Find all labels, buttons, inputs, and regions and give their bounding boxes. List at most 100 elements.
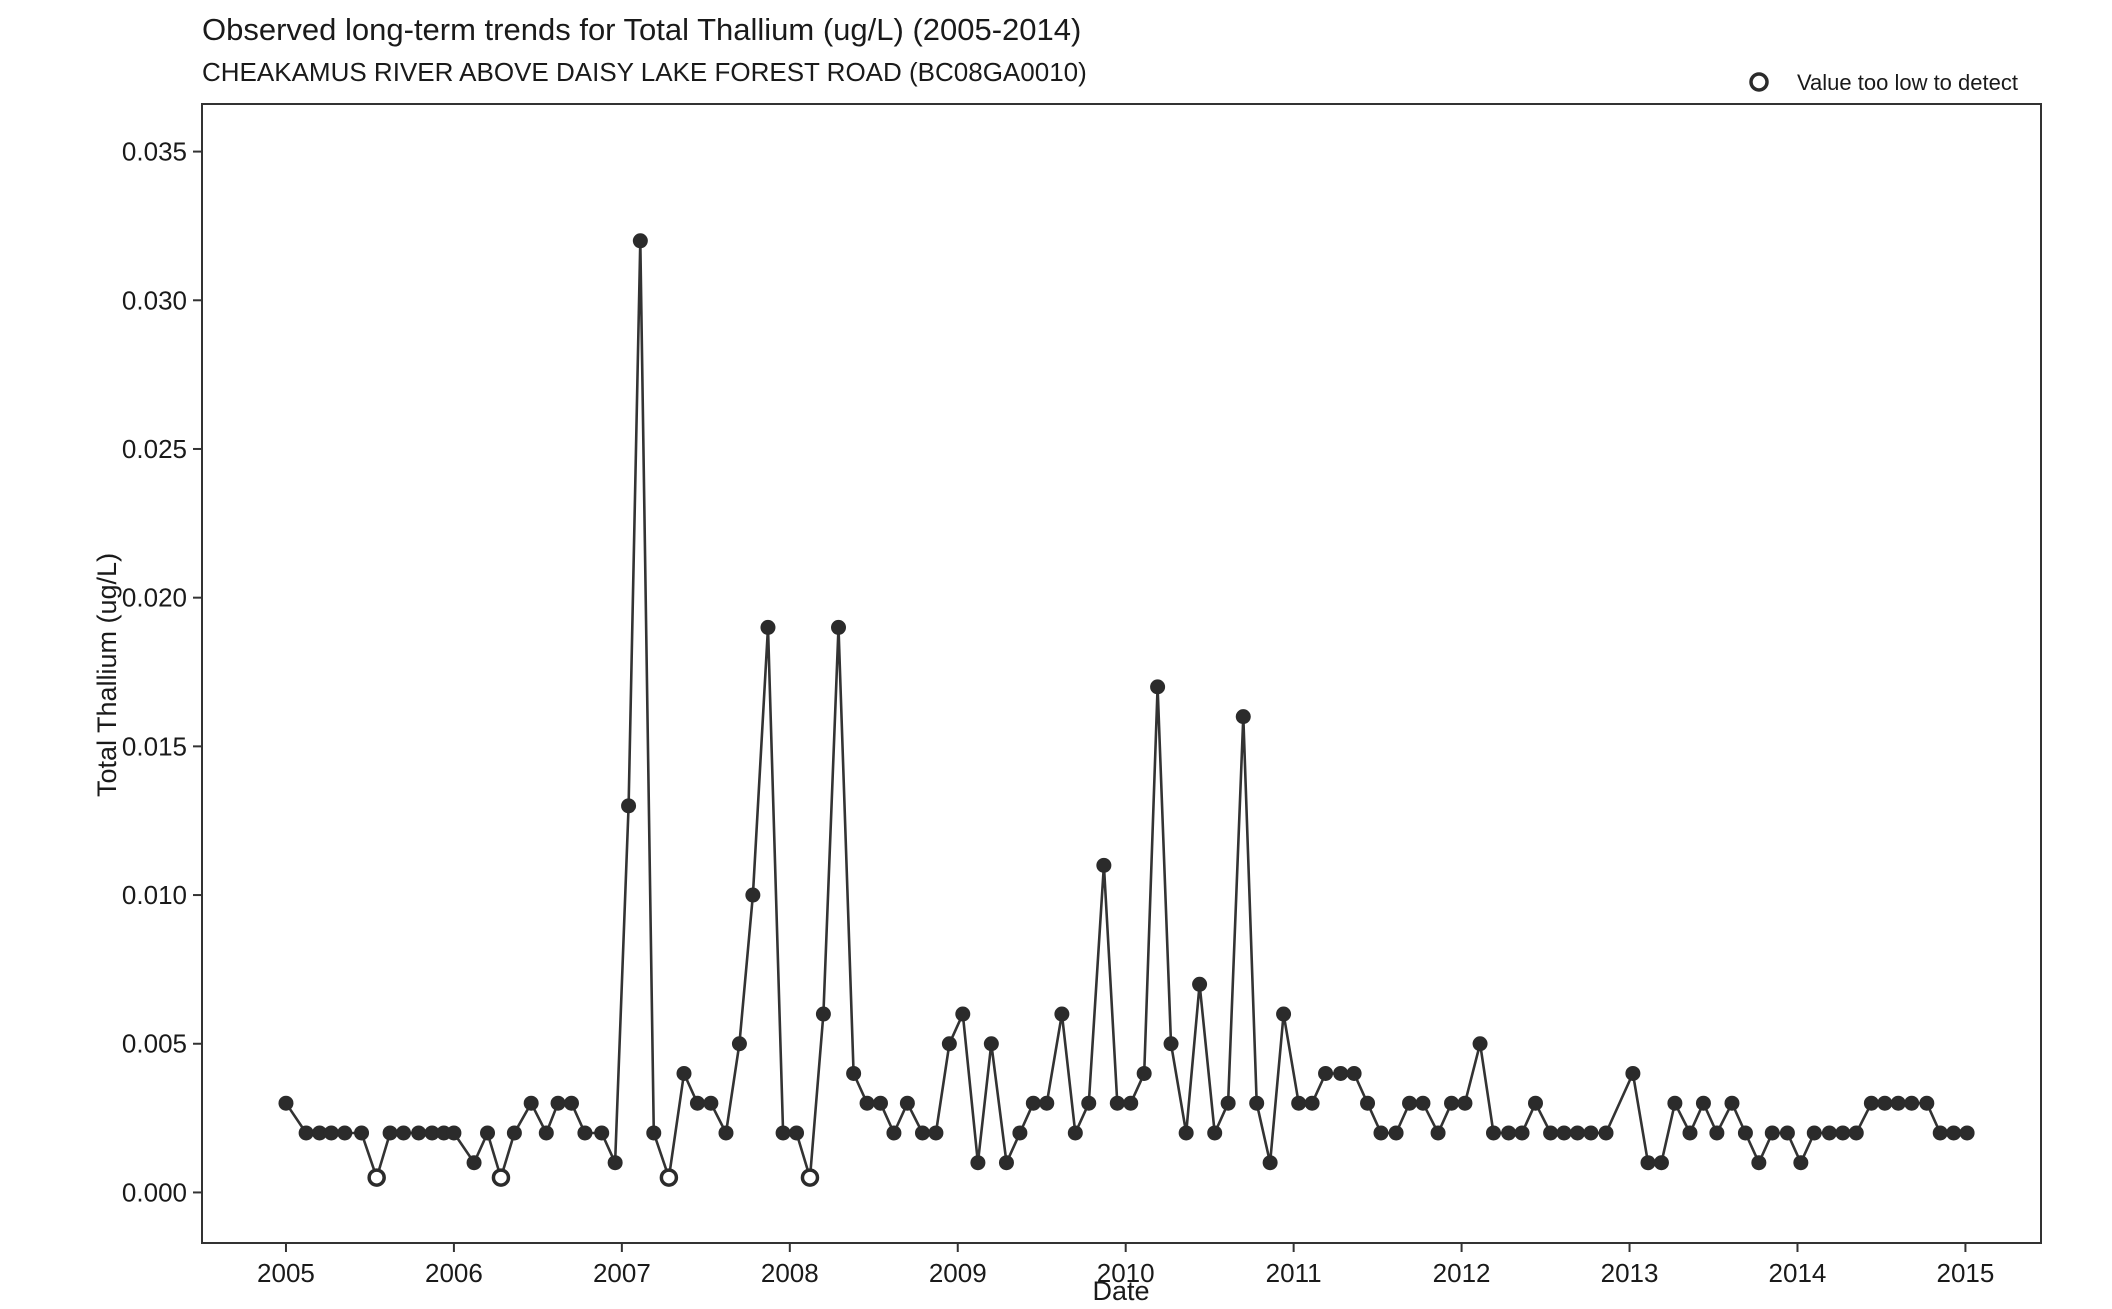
data-point [731, 1036, 747, 1052]
data-point [1569, 1125, 1585, 1141]
data-point [1959, 1125, 1975, 1141]
data-point [323, 1125, 339, 1141]
y-tick-label: 0.035 [122, 137, 187, 167]
data-point [886, 1125, 902, 1141]
data-point [1543, 1125, 1559, 1141]
data-point [1919, 1095, 1935, 1111]
data-point [1373, 1125, 1389, 1141]
data-point [718, 1125, 734, 1141]
data-point [1877, 1095, 1893, 1111]
data-point [1109, 1095, 1125, 1111]
x-tick-label: 2013 [1601, 1258, 1659, 1288]
data-point [676, 1065, 692, 1081]
legend: Value too low to detect [1749, 70, 2018, 95]
data-point [1806, 1125, 1822, 1141]
data-point [632, 233, 648, 249]
data-point [1444, 1095, 1460, 1111]
data-point [1402, 1095, 1418, 1111]
data-point [1653, 1155, 1669, 1171]
data-point [1150, 679, 1166, 695]
data-point [1835, 1125, 1851, 1141]
data-point-below-detection [491, 1168, 511, 1187]
y-axis-title: Total Thallium (ug/L) [92, 553, 122, 797]
data-point [1430, 1125, 1446, 1141]
data-point [1932, 1125, 1948, 1141]
data-point [1039, 1095, 1055, 1111]
chart-title: Observed long-term trends for Total Thal… [202, 12, 1081, 47]
plot-frame [201, 103, 2042, 1244]
data-point [970, 1155, 986, 1171]
data-point [941, 1036, 957, 1052]
data-point [1136, 1065, 1152, 1081]
data-point [998, 1155, 1014, 1171]
data-point [563, 1095, 579, 1111]
data-point [775, 1125, 791, 1141]
data-point [1220, 1095, 1236, 1111]
data-point [1262, 1155, 1278, 1171]
data-point [354, 1125, 370, 1141]
data-point [1081, 1095, 1097, 1111]
data-point [1346, 1065, 1362, 1081]
y-tick-label: 0.010 [122, 880, 187, 910]
data-point [411, 1125, 427, 1141]
data-point [298, 1125, 314, 1141]
y-tick-label: 0.000 [122, 1177, 187, 1207]
chart-subtitle: CHEAKAMUS RIVER ABOVE DAISY LAKE FOREST … [202, 57, 1087, 87]
data-point [1682, 1125, 1698, 1141]
data-point [1025, 1095, 1041, 1111]
data-point [506, 1125, 522, 1141]
data-point [1625, 1065, 1641, 1081]
y-tick-label: 0.015 [122, 731, 187, 761]
data-point [396, 1125, 412, 1141]
data-point [859, 1095, 875, 1111]
data-point [1709, 1125, 1725, 1141]
data-point [594, 1125, 610, 1141]
data-point [1096, 857, 1112, 873]
data-point [789, 1125, 805, 1141]
data-point [1695, 1095, 1711, 1111]
data-point [382, 1125, 398, 1141]
data-point [1304, 1095, 1320, 1111]
data-point [1178, 1125, 1194, 1141]
y-tick-label: 0.020 [122, 583, 187, 613]
data-point [1360, 1095, 1376, 1111]
data-point [480, 1125, 496, 1141]
data-point [1249, 1095, 1265, 1111]
data-point [1821, 1125, 1837, 1141]
data-point [424, 1125, 440, 1141]
data-point [577, 1125, 593, 1141]
data-point [846, 1065, 862, 1081]
data-point [1527, 1095, 1543, 1111]
data-point [1583, 1125, 1599, 1141]
data-point [1946, 1125, 1962, 1141]
data-point [1751, 1155, 1767, 1171]
x-tick-label: 2005 [257, 1258, 315, 1288]
x-axis-title: Date [1092, 1276, 1149, 1306]
x-axis: 2005 2006 2007 2008 2009 2010 2011 2012 2013 2014… [257, 1243, 1994, 1288]
data-point [1724, 1095, 1740, 1111]
data-point [646, 1125, 662, 1141]
data-point [1848, 1125, 1864, 1141]
data-point [1890, 1095, 1906, 1111]
data-point [1779, 1125, 1795, 1141]
data-point [607, 1155, 623, 1171]
data-point [1291, 1095, 1307, 1111]
x-tick-label: 2012 [1433, 1258, 1491, 1288]
data-point [1276, 1006, 1292, 1022]
data-point [1012, 1125, 1028, 1141]
legend-label: Value too low to detect [1797, 70, 2018, 95]
data-point-below-detection [800, 1168, 820, 1187]
data-point-below-detection [659, 1168, 679, 1187]
data-point [1764, 1125, 1780, 1141]
data-point [1904, 1095, 1920, 1111]
data-point [523, 1095, 539, 1111]
x-tick-label: 2007 [593, 1258, 651, 1288]
data-point [1415, 1095, 1431, 1111]
data-point [928, 1125, 944, 1141]
data-point [703, 1095, 719, 1111]
legend-open-circle-marker [1749, 72, 1769, 92]
data-point [538, 1125, 554, 1141]
x-tick-label: 2010 [1097, 1258, 1155, 1288]
data-point [1472, 1036, 1488, 1052]
